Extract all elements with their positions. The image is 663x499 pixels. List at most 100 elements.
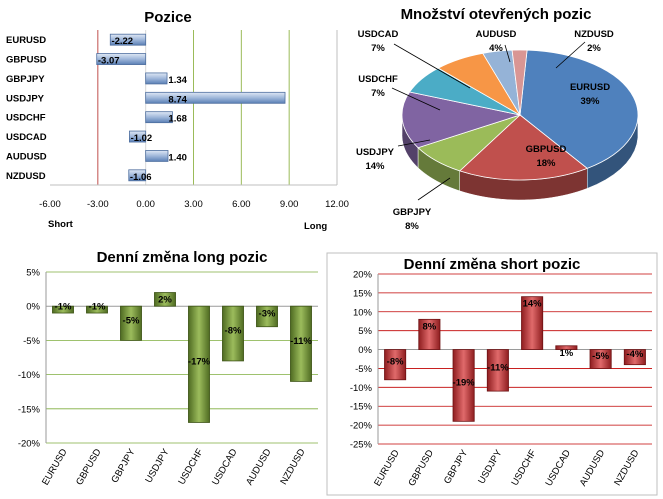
pie-leader-line [555,41,586,69]
x-tick-label: 9.00 [280,199,299,210]
category-label: NZDUSD [612,448,641,488]
bar-gbpjpy [120,305,142,341]
pie-slice-nzdusd [511,49,528,116]
y-tick-label: -10% [18,370,41,381]
long-label: Long [304,221,327,232]
value-label: -1.02 [131,133,153,144]
pie-leader-line [391,87,441,111]
value-label: 2% [158,295,172,306]
y-tick-label: -5% [355,364,372,375]
category-label: GBPUSD [406,448,436,488]
y-tick-label: -15% [350,402,373,413]
pie-leader-line [393,43,471,89]
pie-label: EURUSD [570,82,610,93]
category-label: GBPJPY [442,447,471,486]
y-tick-label: 0% [26,302,40,313]
bar-usdjpy [154,292,176,307]
category-label: EURUSD [40,447,70,487]
value-label: -5% [123,315,140,326]
value-label: -11% [290,336,312,347]
category-label: NZDUSD [278,447,307,487]
pie-percent: 14% [365,161,385,172]
bar-audusd [589,349,612,369]
category-label: USDCAD [543,448,573,488]
pie-leader-line [504,44,511,63]
value-label: 8.74 [168,94,187,105]
value-label: -1% [89,302,106,313]
value-label: 1.34 [168,75,187,86]
bar-gbpusd [418,318,441,350]
category-label: USDCHF [6,113,46,124]
category-label: USDJPY [6,93,45,104]
bar-gbpusd [96,53,147,65]
y-tick-label: -20% [18,439,41,450]
pie-leader-line [417,177,451,201]
y-tick-label: -5% [23,336,40,347]
category-label: USDCAD [6,132,47,143]
value-label: 8% [423,321,437,332]
pie-percent: 39% [580,96,600,107]
category-label: USDCHF [509,448,538,488]
y-tick-label: -20% [350,421,373,432]
x-tick-label: -6.00 [39,199,61,210]
category-label: EURUSD [372,448,402,488]
bar-usdcad [129,130,147,143]
y-tick-label: 15% [353,288,373,299]
category-label: AUDUSD [578,448,608,488]
pie-slice-gbpusd [458,114,589,181]
long-change-chart: Denní změna long pozic -1% -1% -5% 2% -17% -8… [18,249,318,487]
category-label: GBPJPY [109,446,138,485]
category-label: GBPUSD [6,55,47,66]
category-label: AUDUSD [6,151,47,162]
bar-nzdusd [623,349,646,366]
pie-percent: 7% [371,43,385,54]
bar-usdjpy [486,349,509,392]
pie-title: Množství otevřených pozic [401,6,592,23]
y-tick-label: -25% [350,440,373,451]
value-label: -8% [387,357,404,368]
pie-label: USDJPY [356,147,395,158]
bar-eurusd [384,349,407,381]
pie-label: USDCAD [358,29,399,40]
category-label: AUDUSD [244,447,274,487]
pie-percent: 18% [536,158,556,169]
pie-percent: 7% [371,88,385,99]
y-tick-label: 20% [353,270,373,281]
x-tick-label: 0.00 [136,199,155,210]
value-label: -8% [225,326,242,337]
value-label: 14% [523,299,543,310]
bar-audusd [145,150,169,162]
category-label: EURUSD [6,35,46,46]
value-label: -17% [188,356,211,367]
value-label: -3.07 [98,56,120,67]
pie-leader-line [397,139,431,147]
bar-eurusd [109,33,147,46]
short-chart-border [326,252,658,496]
bar-gbpjpy [452,349,475,422]
value-label: -2.22 [111,36,133,47]
x-tick-label: -3.00 [87,199,109,210]
pozice-chart: Pozice EURUSD GBPUSD GBPJPY USDJPY USDCHF USD… [6,9,349,232]
long-title: Denní změna long pozic [97,249,268,266]
value-label: 1% [560,348,574,359]
value-label: -4% [626,349,643,360]
y-tick-label: -10% [350,383,373,394]
category-label: USDCAD [210,447,240,487]
short-title: Denní změna short pozic [404,256,581,273]
short-change-chart: Denní změna short pozic -8% 8% -19% -11% 14%… [326,252,658,496]
bar-usdchf [145,111,173,124]
y-tick-label: -15% [18,404,41,415]
pie-slice-eurusd [519,49,639,169]
value-label: -1% [55,302,72,313]
y-tick-label: 5% [358,326,372,337]
y-tick-label: 0% [358,345,372,356]
value-label: -1.06 [130,172,152,183]
x-tick-label: 12.00 [325,199,349,210]
pie-label: AUDUSD [476,29,517,40]
bar-gbpjpy [145,72,168,85]
bar-nzdusd [128,169,147,182]
pie-chart: Množství otevřených pozic EURUSD 39% GBPUS… [356,6,639,232]
bar-nzdusd [290,305,312,382]
category-label: USDJPY [476,447,505,486]
value-label: 1.40 [168,152,187,163]
